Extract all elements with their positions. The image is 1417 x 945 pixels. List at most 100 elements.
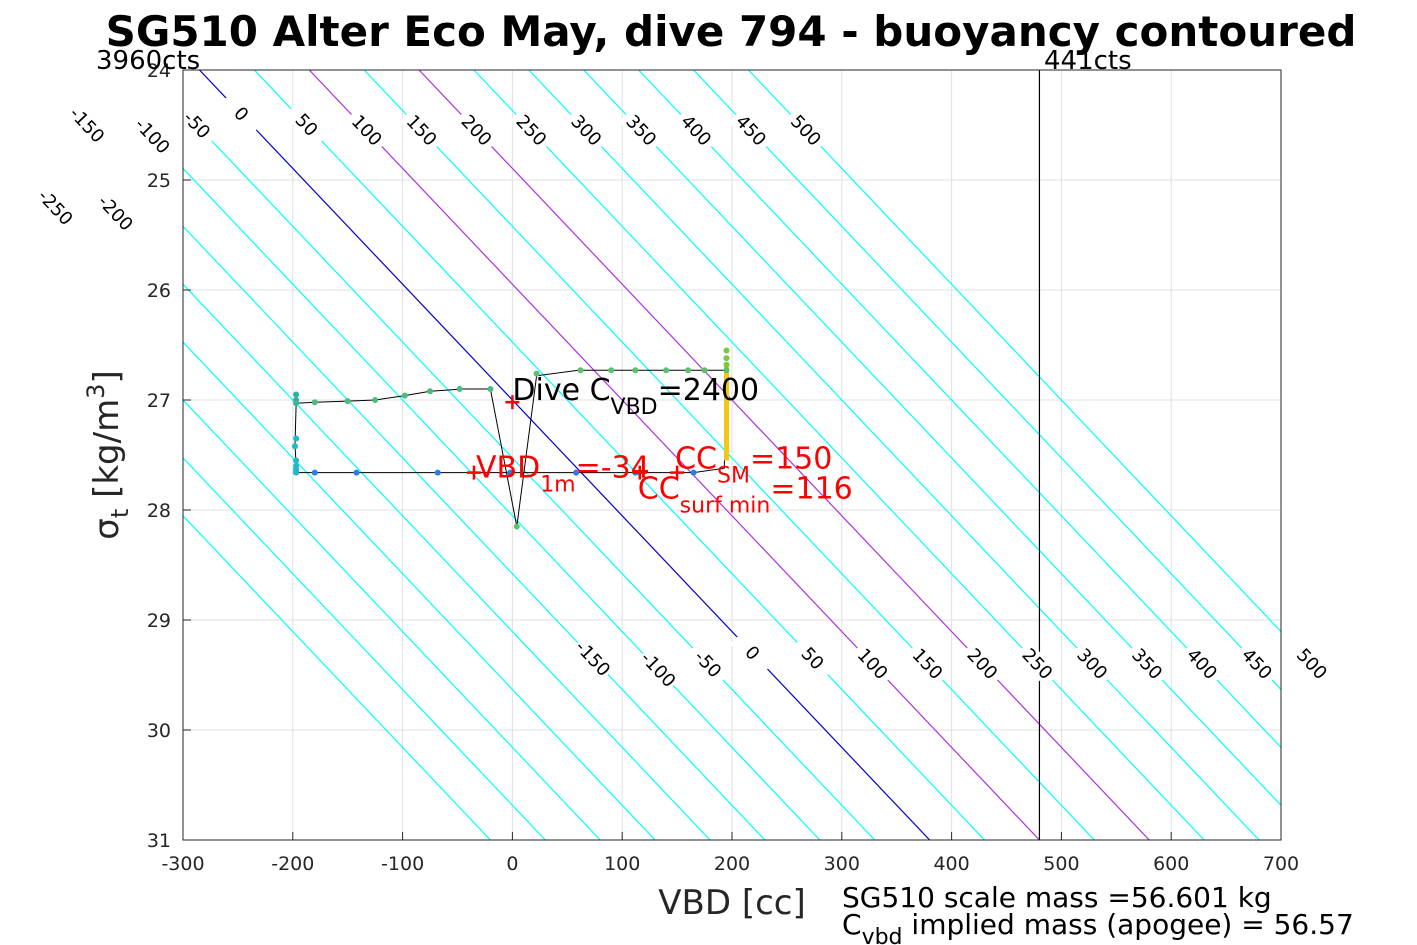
x-tick-label: -200 bbox=[271, 853, 314, 875]
data-point bbox=[427, 388, 434, 395]
x-tick-label: -300 bbox=[161, 853, 204, 875]
buoyancy-contour-line bbox=[183, 109, 876, 840]
data-point bbox=[513, 523, 520, 530]
data-point bbox=[487, 386, 494, 392]
marker-label-sub: VBD bbox=[611, 395, 658, 420]
contour-label-bg bbox=[1234, 641, 1280, 687]
contour-label-bg bbox=[959, 641, 1005, 687]
y-tick-label: 30 bbox=[147, 720, 171, 742]
contour-layer bbox=[183, 70, 1281, 840]
contour-label-bg bbox=[729, 630, 775, 676]
y-axis-label-unit: [kg/m bbox=[87, 399, 127, 509]
marker-label-rest: =116 bbox=[770, 472, 852, 507]
buoyancy-contour-line bbox=[528, 70, 1260, 840]
data-point bbox=[456, 386, 463, 392]
data-point bbox=[632, 367, 639, 374]
contour-label-bg bbox=[783, 107, 829, 154]
x-tick-label: 700 bbox=[1263, 853, 1299, 875]
buoyancy-contour-line bbox=[183, 514, 491, 840]
buoyancy-contour-line bbox=[308, 70, 1040, 840]
contour-label-bg bbox=[618, 107, 664, 154]
x-tick-label: 0 bbox=[506, 853, 518, 875]
buoyancy-contour-line bbox=[183, 341, 656, 840]
footer-scale-mass: SG510 scale mass =56.601 kg bbox=[842, 881, 1272, 914]
contour-label-bg bbox=[685, 641, 731, 687]
contour-label-bg bbox=[1289, 641, 1335, 687]
data-point bbox=[608, 367, 615, 374]
buoyancy-contour-line bbox=[363, 70, 1095, 840]
data-point bbox=[401, 392, 408, 399]
data-point bbox=[723, 367, 730, 374]
x-tick-label: 200 bbox=[714, 853, 750, 875]
marker-label-rest: =150 bbox=[750, 442, 832, 477]
data-point bbox=[723, 347, 730, 354]
chart-title: SG510 Alter Eco May, dive 794 - buoyancy… bbox=[106, 7, 1357, 56]
marker-label: Dive CVBD=2400 bbox=[512, 373, 759, 420]
buoyancy-contour-line bbox=[183, 457, 546, 840]
contour-label-bg bbox=[344, 107, 390, 154]
buoyancy-contour-line bbox=[199, 70, 931, 840]
contour-label-bg bbox=[635, 646, 681, 693]
data-point bbox=[353, 469, 360, 476]
x-tick-label: 300 bbox=[824, 853, 860, 875]
count-label-left: 3960cts bbox=[96, 46, 200, 76]
data-point bbox=[311, 399, 318, 406]
contour-label-bg bbox=[1069, 641, 1115, 687]
data-point bbox=[577, 367, 584, 374]
buoyancy-contour-line bbox=[693, 70, 1281, 691]
x-tick-label: 100 bbox=[604, 853, 640, 875]
data-point bbox=[372, 397, 379, 403]
data-point bbox=[293, 469, 300, 476]
data-point bbox=[344, 398, 351, 405]
y-axis-label: σt [kg/m3] bbox=[82, 370, 134, 539]
marker-label-sub: 1m bbox=[540, 473, 575, 498]
marker-label: CCsurf min=116 bbox=[638, 472, 853, 519]
contour-label-bg bbox=[673, 107, 719, 154]
marker-label-main: VBD bbox=[476, 451, 540, 486]
buoyancy-contour-line bbox=[183, 167, 821, 840]
data-point bbox=[663, 367, 670, 374]
data-point bbox=[293, 435, 300, 442]
footer-vbd-sub: vbd bbox=[862, 925, 903, 945]
data-point bbox=[293, 391, 300, 398]
contour-label-bg bbox=[64, 102, 110, 148]
data-point-layer bbox=[291, 347, 730, 530]
footer-implied-mass: Cvbd implied mass (apogee) = 56.57 bbox=[842, 908, 1354, 945]
y-tick-label: 26 bbox=[147, 280, 171, 302]
contour-label-bg bbox=[850, 641, 895, 687]
data-point bbox=[434, 469, 441, 476]
buoyancy-contour-line bbox=[418, 70, 1150, 840]
data-point bbox=[690, 469, 697, 476]
y-tick-label: 31 bbox=[147, 830, 171, 852]
contour-label: -300 bbox=[0, 164, 1, 208]
contour-label-bg bbox=[563, 107, 609, 154]
contour-label-bg bbox=[728, 107, 774, 154]
contour-label-bg bbox=[1179, 641, 1225, 687]
contour-label-bg bbox=[1124, 641, 1170, 687]
marker-label: CCSM=150 bbox=[675, 442, 832, 489]
buoyancy-contour-line bbox=[183, 225, 766, 840]
contour-label-bg bbox=[129, 113, 175, 159]
buoyancy-contour-line bbox=[638, 70, 1281, 749]
marker-label-main: CC bbox=[675, 442, 717, 477]
data-point bbox=[701, 367, 708, 374]
footer-c: C bbox=[842, 908, 862, 941]
data-point bbox=[723, 355, 730, 362]
contour-label-bg bbox=[454, 107, 499, 154]
data-point bbox=[507, 469, 514, 476]
buoyancy-contour-line bbox=[748, 70, 1281, 633]
x-axis-label: VBD [cc] bbox=[658, 883, 806, 923]
contour-label-bg bbox=[32, 184, 78, 231]
contour-label-bg bbox=[790, 635, 835, 682]
data-point bbox=[573, 469, 580, 476]
x-tick-label: -100 bbox=[381, 853, 424, 875]
contour-label-bg bbox=[174, 102, 220, 148]
marker-label-sub: surf min bbox=[680, 494, 771, 519]
data-point bbox=[685, 367, 692, 374]
data-point bbox=[723, 361, 730, 368]
marker-label-rest: =2400 bbox=[658, 373, 759, 408]
contour-label-bg bbox=[399, 107, 444, 154]
y-axis-label-sup: 3 bbox=[82, 384, 110, 399]
